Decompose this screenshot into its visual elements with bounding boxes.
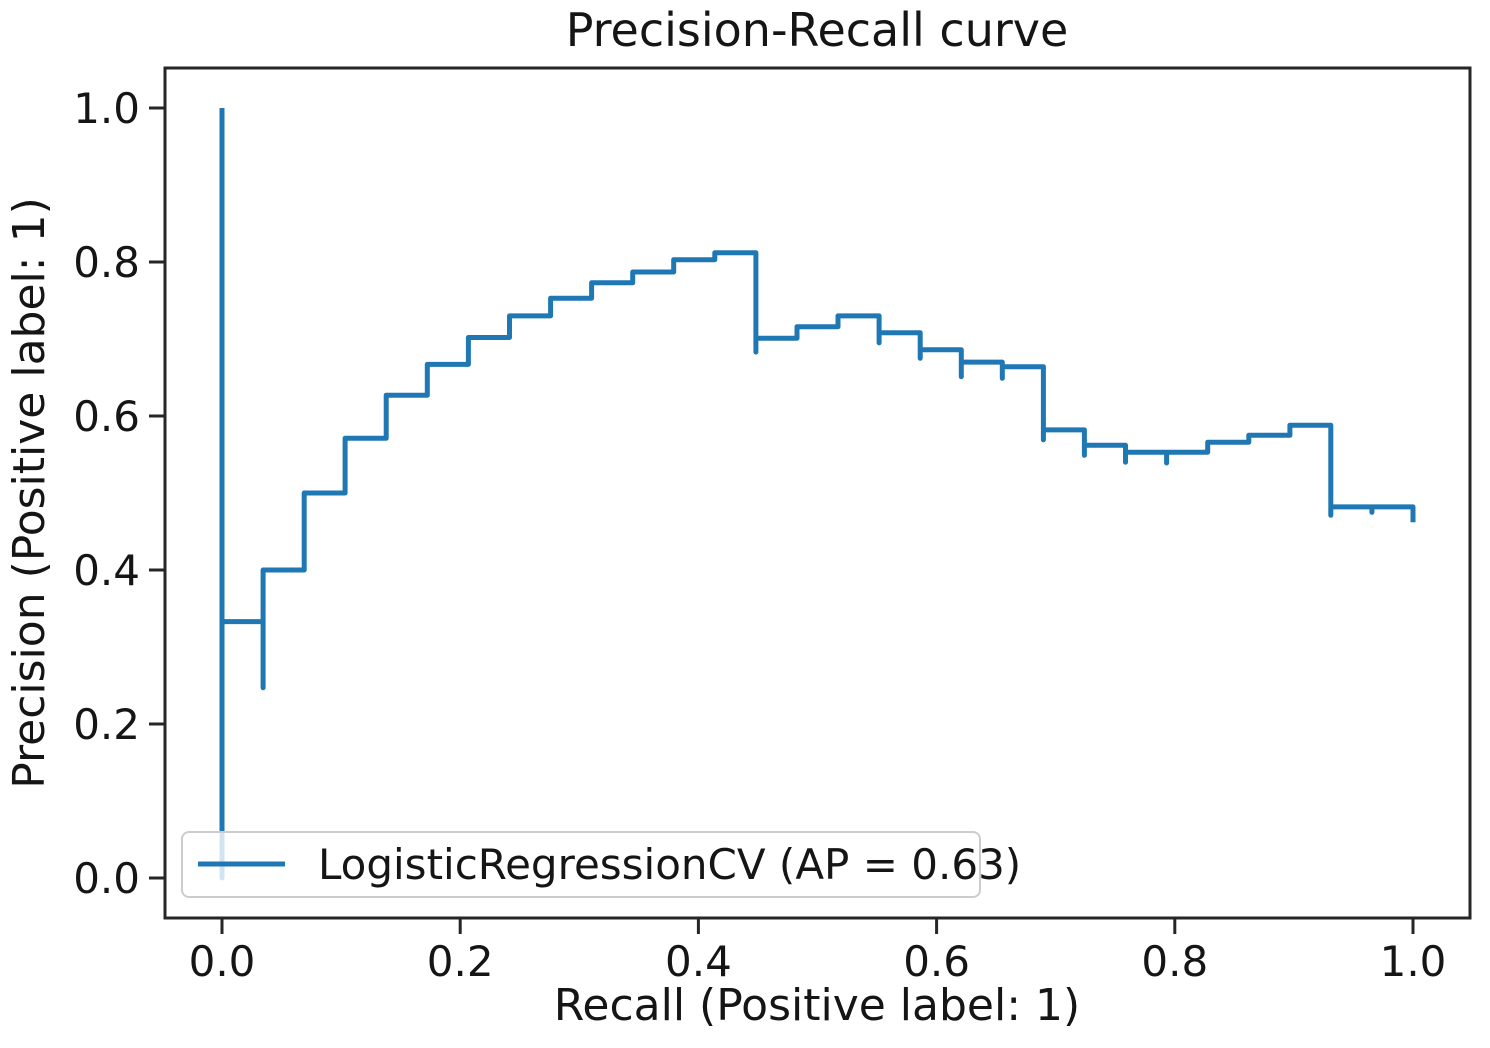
chart-title: Precision-Recall curve [566,3,1069,57]
x-tick-label: 0.4 [665,937,732,986]
pr-curve-line [219,108,1416,881]
y-tick-label: 0.6 [73,392,140,441]
x-tick-label: 0.0 [189,937,256,986]
legend-entry-label: LogisticRegressionCV (AP = 0.63) [318,840,1021,889]
legend-box: LogisticRegressionCV (AP = 0.63) [181,831,1021,898]
axis-ticks: 0.0 0.2 0.4 0.6 0.8 1.0 0.0 0.2 0.4 0.6 0.8 1.0 [73,84,1446,986]
x-tick-label: 1.0 [1380,937,1447,986]
x-tick-label: 0.6 [903,937,970,986]
x-tick-label: 0.8 [1141,937,1208,986]
y-tick-label: 0.0 [73,854,140,903]
y-tick-label: 0.8 [73,238,140,287]
legend-frame [181,831,981,898]
x-tick-label: 0.2 [427,937,494,986]
x-axis-label: Recall (Positive label: 1) [554,980,1080,1031]
y-tick-label: 0.4 [73,546,140,595]
y-tick-label: 1.0 [73,84,140,133]
y-tick-label: 0.2 [73,700,140,749]
axes-frame [163,66,1472,920]
y-axis-label: Precision (Positive label: 1) [4,197,55,788]
